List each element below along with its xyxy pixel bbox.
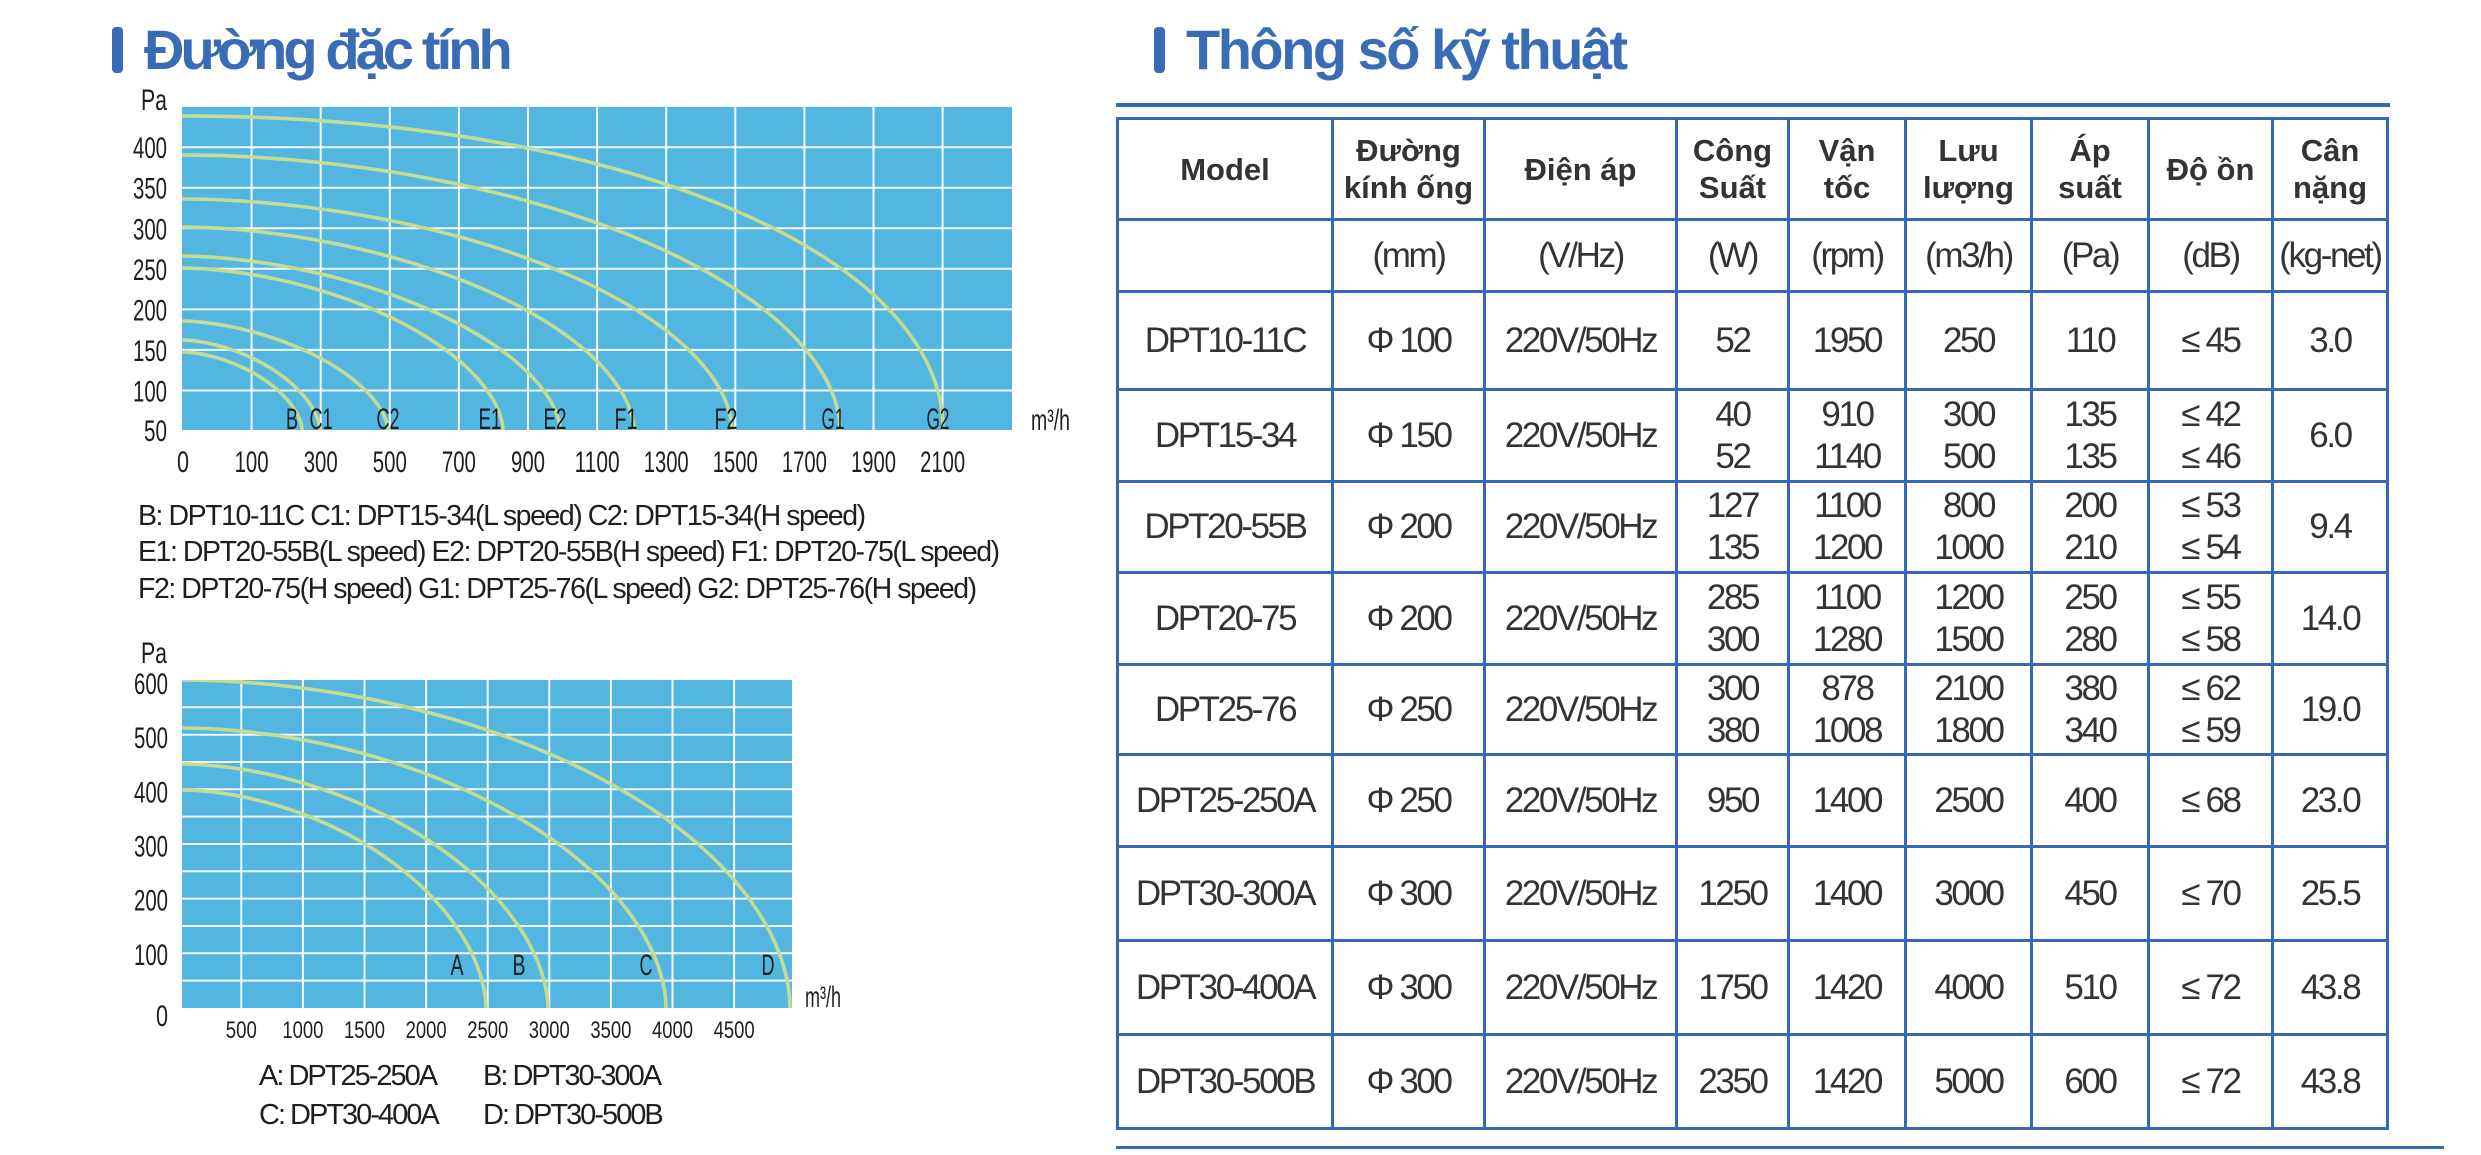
svg-text:3000: 3000	[529, 1017, 570, 1044]
svg-text:100: 100	[235, 446, 269, 479]
svg-text:1500: 1500	[713, 446, 758, 479]
svg-text:D: D	[762, 949, 775, 982]
svg-text:2500: 2500	[467, 1017, 508, 1044]
svg-text:1900: 1900	[851, 446, 896, 479]
svg-text:0: 0	[156, 1000, 168, 1033]
svg-text:m³/h: m³/h	[805, 981, 841, 1014]
svg-text:100: 100	[133, 376, 167, 409]
svg-text:C2: C2	[377, 403, 400, 436]
svg-text:0: 0	[177, 446, 189, 479]
svg-text:1700: 1700	[782, 446, 827, 479]
svg-text:G1: G1	[822, 403, 845, 436]
svg-text:1000: 1000	[282, 1017, 323, 1044]
svg-text:50: 50	[144, 415, 167, 448]
svg-text:3500: 3500	[590, 1017, 631, 1044]
svg-text:2100: 2100	[920, 446, 965, 479]
svg-text:B: B	[286, 403, 298, 436]
svg-text:F1: F1	[615, 403, 638, 436]
svg-text:m³/h: m³/h	[1031, 404, 1070, 437]
svg-text:600: 600	[134, 668, 168, 701]
svg-text:F2: F2	[715, 403, 738, 436]
svg-text:900: 900	[511, 446, 545, 479]
svg-text:A: A	[451, 949, 464, 982]
svg-text:500: 500	[226, 1017, 257, 1044]
svg-text:300: 300	[304, 446, 338, 479]
svg-text:400: 400	[133, 132, 167, 165]
svg-text:E2: E2	[544, 403, 567, 436]
svg-text:1300: 1300	[644, 446, 689, 479]
svg-text:100: 100	[134, 939, 168, 972]
svg-text:B: B	[513, 949, 526, 982]
svg-text:Pa: Pa	[141, 84, 167, 117]
svg-text:300: 300	[134, 831, 168, 864]
svg-text:500: 500	[134, 722, 168, 755]
svg-text:500: 500	[373, 446, 407, 479]
svg-text:1500: 1500	[344, 1017, 385, 1044]
svg-text:700: 700	[442, 446, 476, 479]
svg-text:4000: 4000	[652, 1017, 693, 1044]
svg-text:200: 200	[133, 294, 167, 327]
svg-text:2000: 2000	[406, 1017, 447, 1044]
svg-text:400: 400	[134, 776, 168, 809]
svg-text:C: C	[640, 949, 653, 982]
svg-text:1100: 1100	[575, 446, 620, 479]
svg-text:200: 200	[134, 885, 168, 918]
svg-text:Pa: Pa	[141, 637, 167, 670]
svg-text:150: 150	[133, 335, 167, 368]
svg-text:C1: C1	[310, 403, 333, 436]
svg-text:350: 350	[133, 173, 167, 206]
svg-text:4500: 4500	[714, 1017, 755, 1044]
svg-text:G2: G2	[927, 403, 950, 436]
svg-text:300: 300	[133, 213, 167, 246]
svg-text:250: 250	[133, 254, 167, 287]
svg-text:E1: E1	[479, 403, 502, 436]
